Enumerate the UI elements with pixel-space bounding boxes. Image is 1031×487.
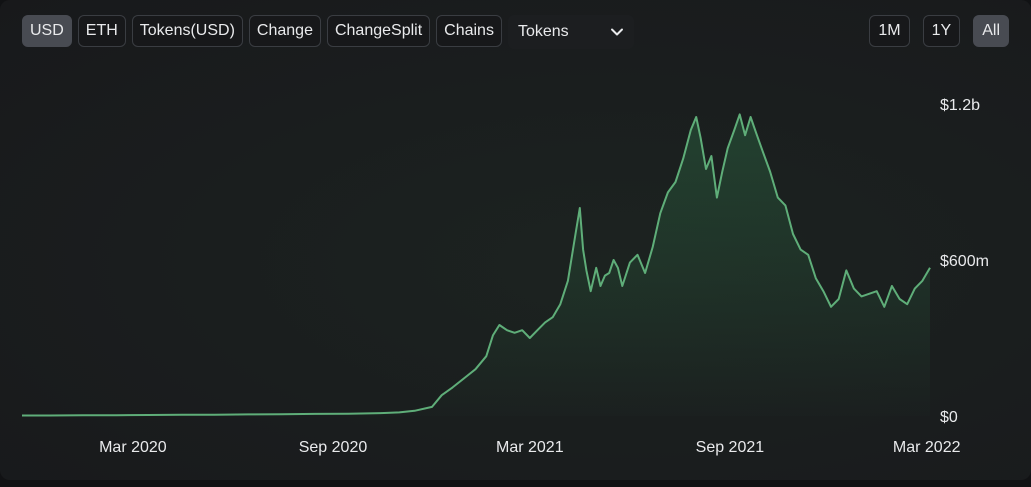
change-button[interactable]: Change bbox=[248, 15, 321, 47]
area-fill bbox=[22, 114, 930, 417]
x-tick-label: Mar 2022 bbox=[893, 439, 961, 456]
chevron-down-icon bbox=[610, 28, 623, 36]
usd-button[interactable]: USD bbox=[22, 15, 72, 47]
y-tick-label: $600m bbox=[940, 253, 989, 270]
time-range-toolbar: 1M 1Y All bbox=[869, 15, 1009, 47]
range-all-button[interactable]: All bbox=[973, 15, 1009, 47]
range-1y-button[interactable]: 1Y bbox=[922, 15, 961, 47]
metric-toolbar: USD ETH Tokens(USD) Change ChangeSplit C… bbox=[22, 15, 634, 49]
change-split-button[interactable]: ChangeSplit bbox=[326, 15, 431, 47]
y-tick-label: $1.2b bbox=[940, 97, 980, 114]
chains-button[interactable]: Chains bbox=[436, 15, 502, 47]
tokens-usd-button[interactable]: Tokens(USD) bbox=[131, 15, 243, 47]
tokens-dropdown[interactable]: Tokens bbox=[507, 15, 634, 49]
range-1m-button[interactable]: 1M bbox=[869, 15, 910, 47]
x-tick-label: Mar 2021 bbox=[496, 439, 564, 456]
x-tick-label: Sep 2021 bbox=[696, 439, 765, 456]
tokens-dropdown-label: Tokens bbox=[517, 23, 569, 40]
x-tick-label: Mar 2020 bbox=[99, 439, 167, 456]
y-axis: $0 $600m $1.2b bbox=[940, 97, 989, 426]
y-tick-label: $0 bbox=[940, 409, 958, 426]
series-line bbox=[22, 113, 931, 417]
x-axis: Mar 2020 Sep 2020 Mar 2021 Sep 2021 Mar 2022 bbox=[99, 439, 960, 456]
eth-button[interactable]: ETH bbox=[77, 15, 126, 47]
x-tick-label: Sep 2020 bbox=[299, 439, 368, 456]
